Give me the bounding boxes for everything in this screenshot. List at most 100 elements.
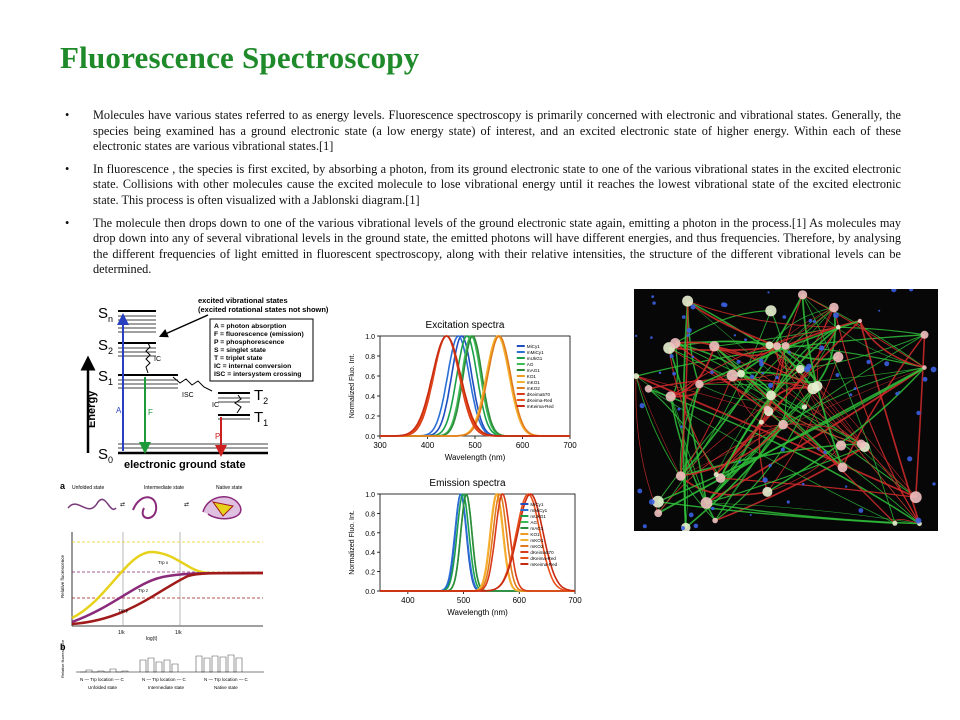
cell-body — [758, 419, 764, 425]
cell-body — [713, 472, 719, 477]
folding-figure: a Unfolded state Intermediate state Nati… — [60, 481, 264, 690]
neurite — [766, 386, 814, 410]
legend-label: MiCy1 — [530, 502, 543, 507]
neurite — [706, 502, 920, 525]
x-tick-label: 500 — [457, 596, 471, 605]
cell-body — [665, 391, 676, 402]
nucleus — [915, 517, 922, 524]
bullet-text: The molecule then drops down to one of t… — [93, 215, 901, 277]
cell-body — [763, 405, 771, 413]
cell-body — [654, 509, 663, 518]
nucleus — [672, 371, 676, 376]
neurite — [699, 320, 861, 385]
level-sn: Sn — [98, 305, 113, 324]
nucleus — [932, 482, 936, 486]
cell-body — [857, 318, 862, 323]
x-tick-label: 600 — [513, 596, 527, 605]
y-tick-label: 0.2 — [365, 570, 375, 577]
nucleus — [651, 295, 655, 298]
cell-body — [762, 486, 773, 497]
cell-body — [700, 497, 713, 509]
y-tick-label: 0.8 — [365, 511, 375, 518]
absorption-mark: A — [116, 406, 122, 415]
legend-line: S = singlet state — [214, 347, 266, 354]
nucleus — [907, 456, 913, 462]
legend-line: ISC = intersystem crossing — [214, 371, 301, 378]
nucleus — [642, 524, 647, 529]
excitation-spectra-chart: Excitation spectra 300 400 500 600 700 0.0 0.2 0… — [349, 320, 577, 462]
nucleus — [738, 461, 741, 464]
nucleus — [833, 312, 839, 319]
callout-line2: (excited rotational states not shown) — [198, 305, 329, 314]
energy-label: Energy — [86, 390, 98, 428]
nucleus — [767, 291, 770, 294]
y-tick-label: 0.6 — [365, 374, 375, 381]
nucleus — [808, 318, 813, 323]
nucleus — [710, 370, 714, 374]
cell-body — [836, 324, 841, 330]
cell-body — [682, 295, 694, 307]
nucleus — [686, 327, 692, 333]
cell-body — [837, 462, 848, 473]
nucleus — [749, 514, 752, 516]
state-label-unfolded: Unfolded state — [72, 485, 104, 491]
legend-label: AG — [530, 520, 537, 525]
nucleus — [690, 304, 696, 310]
nucleus — [749, 374, 755, 379]
cell-body — [652, 495, 664, 508]
t-levels — [218, 392, 250, 420]
neurite — [687, 300, 916, 498]
nucleus — [858, 508, 864, 513]
cell-body — [909, 491, 922, 504]
bottom-state-2: Intermediate state — [148, 685, 185, 690]
bottom-axis-2: N — Trp location — C — [142, 677, 187, 682]
s0-levels — [118, 443, 268, 455]
chart-title: Excitation spectra — [426, 320, 505, 331]
neurite — [776, 345, 862, 445]
neurite — [680, 424, 784, 477]
nucleus — [691, 355, 695, 359]
legend-line: A = photon absorption — [214, 323, 286, 330]
neurite — [720, 477, 916, 498]
panel-b-label: b — [60, 642, 66, 652]
legend-label: mAG1 — [527, 368, 540, 373]
nucleus — [819, 345, 825, 351]
nucleus — [639, 403, 645, 409]
legend-label: mUkG1 — [527, 356, 543, 361]
neurite — [769, 307, 834, 346]
neurite — [769, 345, 920, 524]
cell-body — [737, 369, 745, 378]
neurite — [838, 326, 925, 336]
bottom-axis-3: N — Trp location — C — [204, 677, 249, 682]
cell-body — [773, 342, 781, 350]
y-tick-label: 0.0 — [365, 434, 375, 441]
neurite — [714, 345, 814, 389]
fluorescence-mark: F — [148, 408, 153, 417]
x-tick-label: 400 — [401, 596, 415, 605]
x-tick-label: 500 — [468, 441, 482, 450]
cell-body — [766, 390, 776, 401]
x-tick-label: 600 — [516, 441, 530, 450]
protein-cartoons: ⇄ ⇄ — [67, 496, 242, 520]
nucleus — [637, 488, 643, 494]
neurite — [679, 301, 689, 477]
bullet-marker: • — [65, 108, 70, 122]
series-line-mKeima-Red — [380, 335, 570, 437]
panel-a-label: a — [60, 481, 66, 491]
neurite — [859, 320, 925, 369]
curve-darkred — [71, 571, 264, 626]
nucleus — [652, 301, 656, 305]
s1-levels — [118, 374, 178, 389]
legend-label: mKO1 — [530, 538, 543, 543]
nucleus — [853, 387, 857, 391]
neurite — [685, 424, 784, 529]
legend-label: AG — [527, 362, 534, 367]
level-s0: S0 — [98, 446, 113, 465]
nucleus — [648, 499, 655, 505]
curve-purple — [71, 571, 264, 624]
nucleus — [736, 359, 741, 364]
curve-label-x: Trp x — [158, 560, 169, 565]
cell-body — [781, 342, 790, 350]
level-t1: T1 — [254, 409, 268, 428]
nucleus — [787, 350, 791, 354]
